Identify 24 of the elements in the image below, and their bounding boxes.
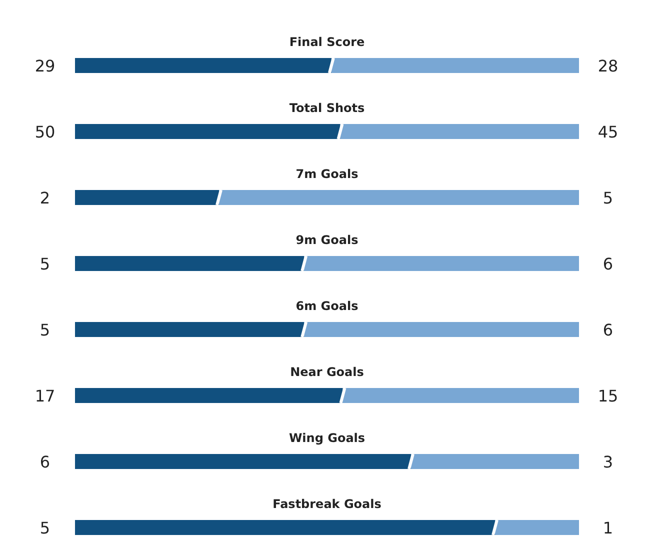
data-label: 6 bbox=[602, 320, 614, 340]
chart-title: Wing Goals bbox=[288, 431, 366, 445]
data-label: 5 bbox=[40, 518, 50, 538]
data-label: 5 bbox=[40, 254, 50, 274]
data-label: 28 bbox=[598, 56, 618, 76]
chart-title: Fastbreak Goals bbox=[272, 497, 382, 511]
chart-title: Final Score bbox=[289, 35, 365, 49]
data-label: 15 bbox=[598, 386, 618, 406]
data-label: 29 bbox=[34, 56, 56, 76]
data-label: 5 bbox=[602, 188, 614, 208]
data-label: 50 bbox=[34, 122, 56, 142]
data-label: 1 bbox=[602, 518, 614, 538]
chart-title: Near Goals bbox=[290, 365, 364, 379]
data-label: 45 bbox=[598, 122, 618, 142]
chart-title: Total Shots bbox=[289, 101, 365, 115]
data-label: 17 bbox=[34, 386, 56, 406]
data-label: 6 bbox=[40, 452, 50, 472]
chart-title: 7m Goals bbox=[296, 167, 358, 181]
chart-title: 6m Goals bbox=[296, 299, 358, 313]
data-label: 5 bbox=[40, 320, 50, 340]
data-label: 3 bbox=[602, 452, 614, 472]
data-label: 6 bbox=[602, 254, 614, 274]
chart-title: 9m Goals bbox=[296, 233, 358, 247]
data-label: 2 bbox=[40, 188, 50, 208]
